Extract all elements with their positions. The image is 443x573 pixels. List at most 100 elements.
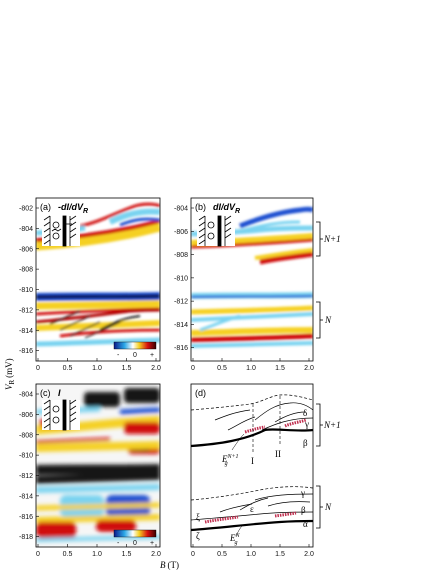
panel-c-colorbar-zero: 0 xyxy=(133,540,137,547)
panel-c-quantity: I xyxy=(58,388,61,398)
panel-d-xtick-label: 0 xyxy=(191,551,195,558)
x-axis-label: B (T) xyxy=(160,560,179,570)
panel-d-bracket-n xyxy=(316,485,323,529)
panel-d-curve-b xyxy=(227,416,256,431)
panel-d-curve-c xyxy=(274,411,306,423)
panel-d-eg-top-leader xyxy=(231,433,245,451)
panel-d-red-segment-2 xyxy=(284,418,307,428)
panel-b-ytick-label: -816 xyxy=(174,345,188,352)
panel-b-xtick-label: 1.5 xyxy=(275,365,285,372)
panel-d-dashed-lower xyxy=(190,486,314,501)
panel-c-xtick-label: 0 xyxy=(36,551,40,558)
panel-d-eg-top: EN+1 g xyxy=(221,454,239,467)
panel-a-ytick-label: -802 xyxy=(19,206,33,213)
panel-a: - 0 + (a) -dI/dVR xyxy=(35,197,161,362)
panel-c-ytick-label: -818 xyxy=(19,534,33,541)
panel-d-zeta: ζ xyxy=(196,531,200,541)
panel-d-curve-e xyxy=(267,501,311,507)
panel-b-xtick-label: 2.0 xyxy=(304,365,314,372)
panel-a-quantity: -dI/dVR xyxy=(58,202,88,215)
panel-d-label: (d) xyxy=(195,388,206,398)
panel-c-inset-schematic xyxy=(42,399,80,431)
panel-c-xtick-label: 1.0 xyxy=(92,551,102,558)
panel-d-bracket-n1-label: N+1 xyxy=(323,420,341,430)
panel-a-xtick-label: 2.0 xyxy=(151,365,161,372)
panel-b-inset-schematic xyxy=(197,215,235,247)
panel-c-xtick-label: 1.5 xyxy=(122,551,132,558)
panel-a-ytick-label: -808 xyxy=(19,267,33,274)
panel-a-xtick-label: 1.0 xyxy=(92,365,102,372)
panel-d: (d) δ γ β I II EN+1 g γ ε β ξ α xyxy=(190,383,341,548)
panel-c-xtick-label: 0.5 xyxy=(63,551,73,558)
panel-d-red-segment-4 xyxy=(274,511,297,518)
panel-b-bracket-n1-label: N+1 xyxy=(323,234,341,244)
panel-d-roman-1: I xyxy=(251,456,254,466)
panel-d-bracket-n-label: N xyxy=(324,502,332,512)
panel-c-colorbar-plus: + xyxy=(150,540,154,547)
panel-c-label: (c) xyxy=(40,388,51,398)
panel-d-xtick-label: 1.5 xyxy=(275,551,285,558)
panel-a-frame xyxy=(35,197,161,362)
panel-c-ytick-label: -810 xyxy=(19,453,33,460)
panel-a-xtick-label: 1.5 xyxy=(122,365,132,372)
panel-d-curve-beta-bot xyxy=(190,511,314,521)
panel-b-label: (b) xyxy=(195,202,206,212)
panel-c-ytick-label: -806 xyxy=(19,412,33,419)
panel-b-xtick-label: 0.5 xyxy=(217,365,227,372)
panel-b-bracket-n-label: N xyxy=(324,315,332,325)
panel-a-colorbar-minus: - xyxy=(117,352,120,359)
panel-c-ytick-label: -808 xyxy=(19,432,33,439)
panel-b-bracket-n xyxy=(316,301,323,339)
panel-d-eg-bot-leader xyxy=(235,525,243,537)
panel-c-colorbar xyxy=(113,529,157,538)
panel-d-curve-gamma-bot xyxy=(254,493,314,501)
panel-d-curve-gamma-top xyxy=(261,417,314,431)
panel-d-xtick-label: 2.0 xyxy=(304,551,314,558)
panel-b: (b) dI/dVR N+1 N xyxy=(190,197,341,362)
panel-d-xtick-label: 1.0 xyxy=(246,551,256,558)
panel-b-xtick-label: 1.0 xyxy=(246,365,256,372)
panel-b-ytick-label: -806 xyxy=(174,229,188,236)
panel-c-ytick-label: -814 xyxy=(19,493,33,500)
panel-a-ytick-label: -804 xyxy=(19,226,33,233)
panel-c-frame xyxy=(35,383,161,548)
panel-d-xi: ξ xyxy=(196,512,200,522)
panel-c-colorbar-minus: - xyxy=(117,540,120,547)
panel-a-ytick-label: -816 xyxy=(19,348,33,355)
panel-d-gamma-top: γ xyxy=(304,419,309,429)
panel-a-map xyxy=(36,198,160,361)
panel-b-ytick-label: -812 xyxy=(174,299,188,306)
panel-d-eg-bot: EN g xyxy=(229,533,241,546)
panel-d-red-segment-1 xyxy=(244,425,266,434)
panel-d-delta: δ xyxy=(303,408,307,418)
panel-b-ytick-label: -814 xyxy=(174,322,188,329)
panel-d-roman-2: II xyxy=(275,449,281,459)
panel-b-ytick-label: -804 xyxy=(174,206,188,213)
panel-d-bracket-n1 xyxy=(316,403,323,447)
panel-d-xtick-label: 0.5 xyxy=(217,551,227,558)
panel-c-ytick-label: -816 xyxy=(19,514,33,521)
panel-a-colorbar xyxy=(113,341,157,350)
panel-a-label: (a) xyxy=(40,202,51,212)
panel-d-red-segment-3 xyxy=(204,515,239,524)
panel-a-ytick-label: -812 xyxy=(19,307,33,314)
panel-a-ytick-label: -810 xyxy=(19,287,33,294)
panel-d-curve-d xyxy=(219,503,253,513)
panel-d-gamma-bot: γ xyxy=(300,488,305,498)
panel-a-colorbar-zero: 0 xyxy=(133,352,137,359)
panel-a-xtick-label: 0 xyxy=(36,365,40,372)
panel-d-curve-a xyxy=(214,409,251,421)
panel-b-ytick-label: -810 xyxy=(174,275,188,282)
panel-c-ytick-label: -804 xyxy=(19,392,33,399)
panel-d-curve-epsilon xyxy=(239,497,269,511)
panel-a-inset-schematic xyxy=(42,215,80,247)
panel-c-ytick-label: -812 xyxy=(19,473,33,480)
panel-c: - 0 + (c) I xyxy=(35,383,161,548)
panel-a-xtick-label: 0.5 xyxy=(63,365,73,372)
tick-layer: -802 -804 -806 -808 -810 -812 -814 -816 0 0.5 1.0 1… xyxy=(19,206,314,559)
panel-b-xtick-label: 0 xyxy=(191,365,195,372)
panel-b-ytick-label: -808 xyxy=(174,252,188,259)
panel-d-alpha: α xyxy=(303,519,308,529)
panel-a-colorbar-plus: + xyxy=(150,352,154,359)
panel-d-curve-alpha xyxy=(190,519,314,532)
